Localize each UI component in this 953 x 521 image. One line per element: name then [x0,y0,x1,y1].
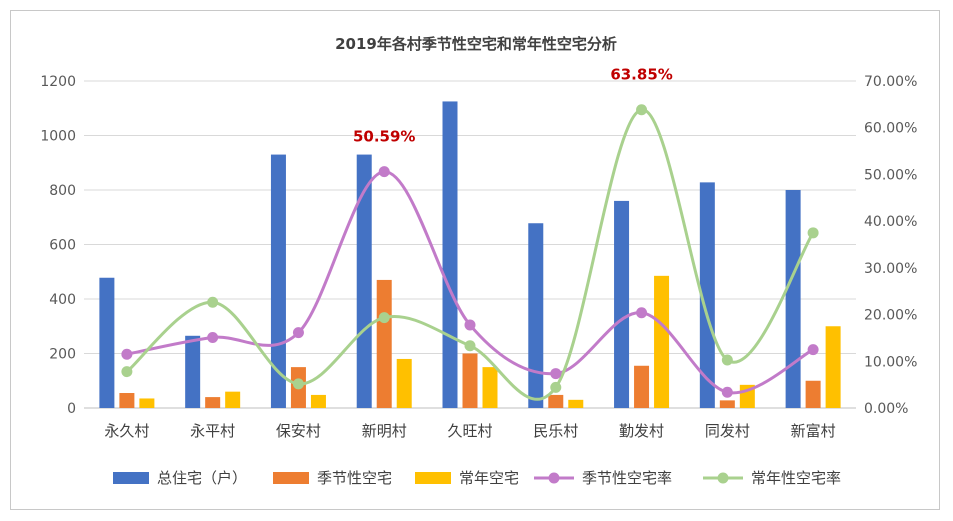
data-point [378,166,390,178]
data-point [292,378,304,390]
data-point [121,348,133,360]
x-tick-label: 勤发村 [619,422,664,440]
bar [785,190,801,408]
chart: 2019年各村季节性空宅和常年性空宅分析 0 200 400 600 800 1000 12… [40,35,917,487]
y-tick-label: 1000 [40,129,76,145]
legend-swatch [415,472,451,484]
data-point [550,381,562,393]
y2-tick-label: 0.00% [864,401,908,417]
y-tick-label: 1200 [40,74,76,90]
y-tick-label: 0 [67,401,76,417]
bar [205,397,221,408]
bar [568,399,584,408]
legend-marker [548,472,560,484]
bar [99,277,115,408]
bar [462,353,478,408]
x-tick-label: 保安村 [276,422,321,440]
bar [654,275,670,408]
legend-label: 常年空宅 [459,469,519,487]
bar [805,380,821,408]
data-label: 63.85% [610,66,672,84]
legend-label: 总住宅（户） [157,469,247,487]
x-tick-label: 永平村 [190,422,235,440]
data-point [550,368,562,380]
bar [548,394,564,408]
bar [528,223,544,408]
y2-tick-label: 50.00% [864,167,917,183]
data-point [636,307,648,319]
data-point [121,366,133,378]
bar [139,398,155,408]
x-tick-label: 久旺村 [447,422,492,440]
bar [719,400,735,408]
bar [225,391,241,408]
y2-tick-label: 70.00% [864,74,917,90]
points [121,104,819,398]
y-tick-label: 600 [49,238,76,254]
bar [442,101,458,408]
bar [614,200,630,408]
data-point [207,296,219,308]
annotations: 50.59% 63.85% [353,66,673,146]
legend-label: 季节性空宅率 [582,469,672,487]
x-tick-label: 同发村 [705,422,750,440]
data-point [807,227,819,239]
y-tick-label: 800 [49,183,76,199]
data-point [464,319,476,331]
legend-swatch [273,472,309,484]
data-point [207,332,219,344]
data-point [292,327,304,339]
data-label: 50.59% [353,128,415,146]
x-tick-label: 新富村 [791,422,836,440]
data-point [636,104,648,116]
bar [396,358,412,408]
legend: 总住宅（户） 季节性空宅 常年空宅 季节性空宅率 常年性空宅率 [113,469,841,487]
bar [699,182,715,408]
bar [482,367,498,408]
data-point [721,386,733,398]
legend-marker [717,472,729,484]
legend-label: 常年性空宅率 [751,469,841,487]
lines [125,108,815,401]
bar [376,279,392,408]
bar [634,365,650,408]
data-point [721,354,733,366]
x-tick-label: 新明村 [362,422,407,440]
data-point [464,340,476,352]
y2-tick-label: 40.00% [864,214,917,230]
axes: 0 200 400 600 800 1000 1200 0.00% 10.00% 20.00% 30… [40,74,917,440]
x-tick-label: 民乐村 [533,422,578,440]
chart-title: 2019年各村季节性空宅和常年性空宅分析 [335,35,617,53]
legend-swatch [113,472,149,484]
series-line [125,108,815,401]
data-point [807,344,819,356]
y2-tick-label: 10.00% [864,354,917,370]
chart-frame: 2019年各村季节性空宅和常年性空宅分析 0 200 400 600 800 1000 12… [10,10,940,510]
bar [119,393,135,408]
data-point [378,312,390,324]
y2-tick-label: 30.00% [864,261,917,277]
y2-tick-label: 60.00% [864,121,917,137]
y2-tick-label: 20.00% [864,308,917,324]
bar [185,335,201,408]
y-tick-label: 200 [49,347,76,363]
legend-label: 季节性空宅 [317,469,392,487]
y-tick-label: 400 [49,292,76,308]
bar [310,394,326,408]
bar [825,326,841,408]
x-tick-label: 永久村 [104,422,149,440]
bar [356,154,372,408]
